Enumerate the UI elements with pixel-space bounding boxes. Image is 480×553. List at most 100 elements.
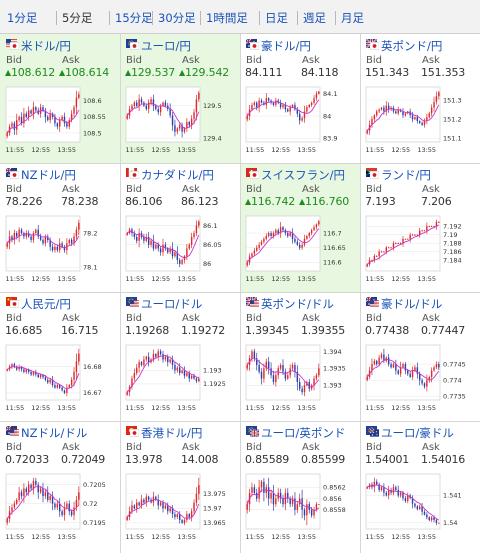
x-tick-label: 11:55 xyxy=(366,275,385,283)
jp-flag-icon xyxy=(10,300,19,308)
price-chart[interactable]: 1.394 1.3935 1.393 11:55 12:55 13:55 xyxy=(244,342,354,412)
pair-tile[interactable]: ユーロ/円 Bid Ask ▲129.537 ▲129.542 129.5 129.4 11:… xyxy=(120,34,240,163)
pair-name-link[interactable]: 英ポンド/ドル xyxy=(261,297,334,311)
candle-body xyxy=(399,492,402,496)
price-chart[interactable]: 84.1 84 83.9 11:55 12:55 13:55 xyxy=(244,84,354,154)
price-chart[interactable]: 86.1 86.05 86 11:55 12:55 13:55 xyxy=(124,213,234,283)
candle-body xyxy=(27,110,30,117)
pair-name-link[interactable]: カナダドル/円 xyxy=(141,168,214,182)
bid-value: 0.77438 xyxy=(365,324,409,337)
timeframe-tab-2[interactable]: 15分足 xyxy=(115,11,153,25)
price-chart[interactable]: 13.975 13.97 13.965 11:55 12:55 13:55 xyxy=(124,471,234,541)
pair-name-link[interactable]: ユーロ/円 xyxy=(141,39,191,53)
pair-name-link[interactable]: NZドル/ドル xyxy=(21,426,88,440)
candle-body xyxy=(145,105,148,110)
candle-body xyxy=(188,514,190,518)
price-chart[interactable]: 1.193 1.1925 11:55 12:55 13:55 xyxy=(124,342,234,412)
candle-body xyxy=(256,358,258,366)
pair-name-link[interactable]: ユーロ/豪ドル xyxy=(381,426,454,440)
au-flag-icon xyxy=(370,429,379,437)
pair-tile[interactable]: カナダドル/円 Bid Ask 86.106 86.123 86.1 86.05 86 11:5… xyxy=(120,163,240,292)
candle-body xyxy=(167,505,169,512)
timeframe-tab-4[interactable]: 1時間足 xyxy=(206,11,248,25)
bid-label: Bid xyxy=(126,184,142,195)
pair-name-link[interactable]: 米ドル/円 xyxy=(21,39,71,53)
price-chart[interactable]: 129.5 129.4 11:55 12:55 13:55 xyxy=(124,84,234,154)
pair-name-link[interactable]: NZドル/円 xyxy=(21,168,76,182)
candle-body xyxy=(152,240,155,249)
candle-body xyxy=(138,99,140,106)
candle-body xyxy=(11,507,13,512)
pair-name-link[interactable]: ランド/円 xyxy=(381,168,431,182)
pair-tile[interactable]: NZドル/ドル Bid Ask 0.72033 0.72049 0.7205 0.72 0.7… xyxy=(0,421,120,550)
candle-body xyxy=(54,116,56,124)
pair-name-link[interactable]: 豪ドル/ドル xyxy=(381,297,443,311)
candle-body xyxy=(140,362,143,365)
candle-body xyxy=(42,239,44,244)
pair-tile[interactable]: ユーロ/ドル Bid Ask 1.19268 1.19272 1.193 1.1925 11:… xyxy=(120,292,240,421)
price-chart[interactable]: 1.541 1.54 11:55 12:55 13:55 xyxy=(364,471,474,541)
bid-value: 0.85589 xyxy=(245,453,289,466)
candlestick-chart: 1.541 1.54 11:55 12:55 13:55 xyxy=(366,473,462,541)
candle-body xyxy=(251,351,253,359)
pair-name-link[interactable]: 豪ドル/円 xyxy=(261,39,311,53)
pair-name-link[interactable]: スイスフラン/円 xyxy=(261,168,346,182)
pair-tile[interactable]: 人民元/円 Bid Ask 16.685 16.715 16.68 16.67 11:55 12… xyxy=(0,292,120,421)
candle-body xyxy=(51,113,54,117)
price-chart[interactable]: 151.3 151.2 151.1 11:55 12:55 13:55 xyxy=(364,84,474,154)
pair-tile[interactable]: ユーロ/英ポンド Bid Ask 0.85589 0.85599 0.8562 0.856 0… xyxy=(240,421,360,550)
pair-tile[interactable]: NZドル/円 Bid Ask 78.226 78.238 78.2 78.1 11:55 12:… xyxy=(0,163,120,292)
y-tick-label: 0.7735 xyxy=(443,393,466,401)
price-chart[interactable]: 0.7205 0.72 0.7195 11:55 12:55 13:55 xyxy=(4,471,114,541)
candle-body xyxy=(133,102,136,106)
timeframe-tab-0[interactable]: 1分足 xyxy=(7,11,38,25)
price-chart[interactable]: 116.7 116.65 116.6 11:55 12:55 13:55 xyxy=(244,213,354,283)
pair-name-link[interactable]: 人民元/円 xyxy=(21,297,71,311)
candle-body xyxy=(30,371,32,375)
price-chart[interactable]: 0.8562 0.856 0.8558 11:55 12:55 13:55 xyxy=(244,471,354,541)
price-chart[interactable]: 108.6 108.55 108.5 11:55 12:55 13:55 xyxy=(4,84,114,154)
candle-body xyxy=(136,367,138,374)
candle-body xyxy=(183,519,186,523)
timeframe-tab-7[interactable]: 月足 xyxy=(341,11,364,25)
candle-body xyxy=(164,102,167,106)
moving-average-line xyxy=(246,489,320,512)
timeframe-tab-6[interactable]: 週足 xyxy=(303,11,326,25)
candlestick-chart: 16.68 16.67 11:55 12:55 13:55 xyxy=(6,344,102,412)
timeframe-tab-5[interactable]: 日足 xyxy=(265,11,288,25)
pair-name-link[interactable]: 英ポンド/円 xyxy=(381,39,443,53)
pair-tile[interactable]: 米ドル/円 Bid Ask ▲108.612 ▲108.614 108.6 108.55 10… xyxy=(0,34,120,163)
pair-tile[interactable]: 豪ドル/円 Bid Ask 84.111 84.118 84.1 84 83.9 11:55 12… xyxy=(240,34,360,163)
pair-name-link[interactable]: ユーロ/ドル xyxy=(141,297,203,311)
candle-body xyxy=(73,507,75,516)
candle-body xyxy=(56,385,59,388)
pair-tile[interactable]: スイスフラン/円 Bid Ask ▲116.742 ▲116.760 116.7 116.6… xyxy=(240,163,360,292)
price-chart[interactable]: 16.68 16.67 11:55 12:55 13:55 xyxy=(4,342,114,412)
x-tick-label: 12:55 xyxy=(271,404,290,412)
pair-tile[interactable]: ユーロ/豪ドル Bid Ask 1.54001 1.54016 1.541 1.54 11:5… xyxy=(360,421,480,550)
pair-name-link[interactable]: ユーロ/英ポンド xyxy=(261,426,346,440)
pair-tile[interactable]: ランド/円 Bid Ask 7.193 7.206 7.192 7.19 7.188 7.186… xyxy=(360,163,480,292)
candle-body xyxy=(313,509,315,516)
pair-tile[interactable]: 豪ドル/ドル Bid Ask 0.77438 0.77447 0.7745 0.774 0.7… xyxy=(360,292,480,421)
timeframe-tab-1[interactable]: 5分足 xyxy=(62,11,93,25)
candle-body xyxy=(284,104,287,110)
candle-body xyxy=(260,371,263,379)
pair-name-link[interactable]: 香港ドル/円 xyxy=(141,426,203,440)
candle-body xyxy=(35,229,37,234)
candle-body xyxy=(313,227,315,231)
candle-body xyxy=(287,233,289,236)
price-chart[interactable]: 78.2 78.1 11:55 12:55 13:55 xyxy=(4,213,114,283)
price-chart[interactable]: 7.192 7.19 7.188 7.186 7.184 11:55 12:55 13:55 xyxy=(364,213,474,283)
timeframe-tab-3[interactable]: 30分足 xyxy=(158,11,196,25)
candle-body xyxy=(193,502,195,512)
bid-price: 13.978 xyxy=(125,453,163,466)
pair-tile[interactable]: 香港ドル/円 Bid Ask 13.978 14.008 13.975 13.97 13.96… xyxy=(120,421,240,550)
pair-tile[interactable]: 英ポンド/円 Bid Ask 151.343 151.353 151.3 151.2 151.… xyxy=(360,34,480,163)
candle-body xyxy=(131,378,133,387)
pair-tile[interactable]: 英ポンド/ドル Bid Ask 1.39345 1.39355 1.394 1.3935 1.… xyxy=(240,292,360,421)
price-chart[interactable]: 0.7745 0.774 0.7735 11:55 12:55 13:55 xyxy=(364,342,474,412)
ask-value: 1.19272 xyxy=(181,324,225,337)
moving-average-line xyxy=(246,99,320,117)
candle-body xyxy=(169,508,171,512)
